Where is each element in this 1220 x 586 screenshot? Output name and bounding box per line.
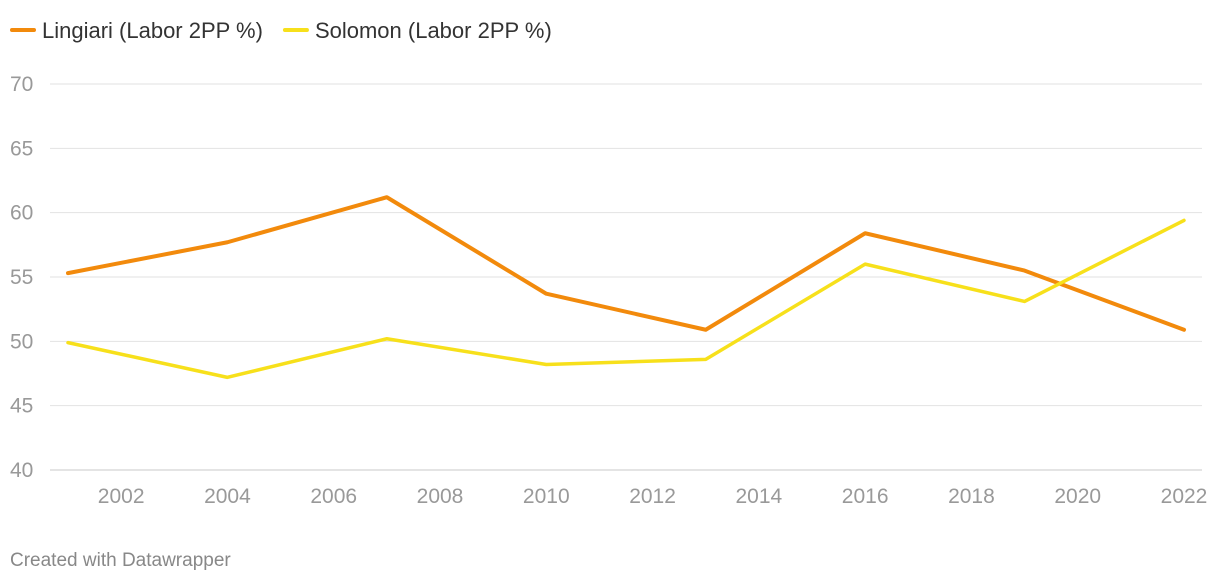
legend-label: Solomon (Labor 2PP %) [315,18,552,43]
x-tick-label: 2020 [1054,485,1101,508]
x-tick-label: 2006 [310,485,357,508]
y-tick-label: 65 [10,137,33,160]
x-tick-label: 2002 [98,485,145,508]
x-tick-label: 2016 [842,485,889,508]
y-tick-label: 50 [10,330,33,353]
y-tick-label: 55 [10,266,33,289]
x-tick-label: 2014 [735,485,782,508]
y-tick-label: 45 [10,395,33,418]
y-axis: 40 45 50 55 60 65 70 [10,73,33,482]
x-tick-label: 2004 [204,485,251,508]
series-lines [66,195,1186,380]
x-tick-label: 2010 [523,485,570,508]
y-tick-label: 40 [10,459,33,482]
legend: Lingiari (Labor 2PP %) Solomon (Labor 2PP… [10,18,552,43]
y-tick-label: 60 [10,202,33,225]
y-tick-label: 70 [10,73,33,96]
series-line-lingiari [66,195,1186,332]
x-tick-label: 2018 [948,485,995,508]
x-tick-label: 2012 [629,485,676,508]
footer-credit: Created with Datawrapper [10,550,231,571]
x-tick-label: 2008 [417,485,464,508]
legend-label: Lingiari (Labor 2PP %) [42,18,263,43]
gridlines [50,83,1202,471]
series-line-solomon [66,218,1186,380]
x-tick-label: 2022 [1161,485,1208,508]
x-axis: 2002 2004 2006 2008 2010 2012 2014 2016 2018 2020… [98,485,1208,508]
